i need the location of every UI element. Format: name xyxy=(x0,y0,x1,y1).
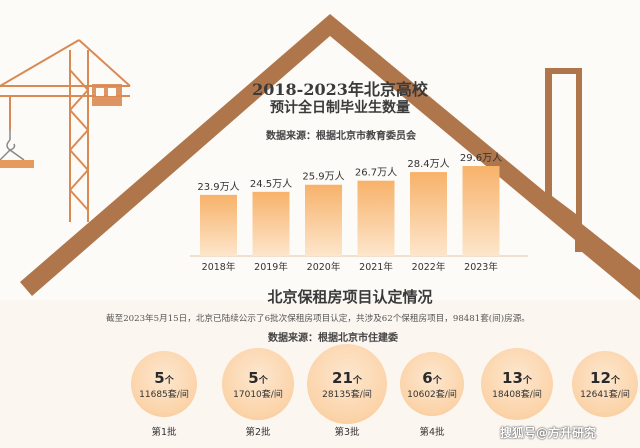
x-tick-label-3: 2020年 xyxy=(307,261,341,273)
bar-value-label-2: 24.5万人 xyxy=(250,178,292,190)
bubble-units-label-2: 17010套/间 xyxy=(233,390,283,400)
bar-5 xyxy=(410,172,447,256)
bubble-units-label-5: 18408套/间 xyxy=(492,390,542,400)
bar-3 xyxy=(305,184,342,256)
bubble-project-count-4: 6个 xyxy=(422,369,442,387)
bar-value-label-5: 28.4万人 xyxy=(407,158,449,170)
bubble-category-label-2: 第2批 xyxy=(245,427,271,438)
bar-6 xyxy=(462,166,500,256)
bubble-units-label-4: 10602套/间 xyxy=(407,390,457,400)
bar-1 xyxy=(200,194,237,256)
bubble-5 xyxy=(480,347,554,421)
bubble-project-count-1: 5个 xyxy=(154,369,174,387)
chart1-source: 数据来源：根据北京市教育委员会 xyxy=(266,131,416,142)
crane-load xyxy=(0,160,34,168)
section2-title: 北京保租房项目认定情况 xyxy=(267,288,433,306)
bar-value-label-4: 26.7万人 xyxy=(355,167,397,179)
bubble-2 xyxy=(222,348,294,420)
section2-source: 数据来源：根据北京市住建委 xyxy=(268,333,398,344)
x-tick-label-1: 2018年 xyxy=(202,261,236,273)
chart1-title-line2: 预计全日制毕业生数量 xyxy=(270,100,410,116)
x-tick-label-5: 2022年 xyxy=(412,261,446,273)
bubble-6 xyxy=(571,350,639,418)
x-tick-label-2: 2019年 xyxy=(254,261,288,273)
bubble-1 xyxy=(131,351,197,417)
bubble-project-count-3: 21个 xyxy=(332,369,362,387)
chart1-title-line1: 2018-2023年北京高校 xyxy=(252,80,428,99)
bar-4 xyxy=(357,180,395,256)
bar-value-label-1: 23.9万人 xyxy=(197,181,239,193)
x-tick-label-4: 2021年 xyxy=(359,261,393,273)
bubble-category-label-1: 第1批 xyxy=(151,427,177,438)
bubble-category-label-3: 第3批 xyxy=(334,427,360,438)
watermark: 搜狐号@方升研究 xyxy=(500,426,597,440)
bubble-project-count-6: 12个 xyxy=(590,369,620,387)
bubble-3 xyxy=(307,344,387,424)
bar-value-label-3: 25.9万人 xyxy=(302,171,344,183)
bubble-units-label-3: 28135套/间 xyxy=(322,390,372,400)
bar-value-label-6: 29.6万人 xyxy=(460,152,502,164)
section2-note: 截至2023年5月15日，北京已陆续公示了6批次保租房项目认定，共涉及62个保租… xyxy=(106,314,530,324)
bubble-project-count-5: 13个 xyxy=(502,369,532,387)
bubble-4 xyxy=(399,351,465,417)
chimney-inner xyxy=(552,74,576,214)
x-tick-label-6: 2023年 xyxy=(464,261,498,273)
bubble-units-label-6: 12641套/间 xyxy=(580,390,630,400)
bubble-project-count-2: 5个 xyxy=(248,369,268,387)
crane-hook xyxy=(0,130,25,161)
bubble-units-label-1: 11685套/间 xyxy=(139,390,189,400)
bubble-category-label-4: 第4批 xyxy=(419,427,445,438)
bar-2 xyxy=(252,191,290,256)
